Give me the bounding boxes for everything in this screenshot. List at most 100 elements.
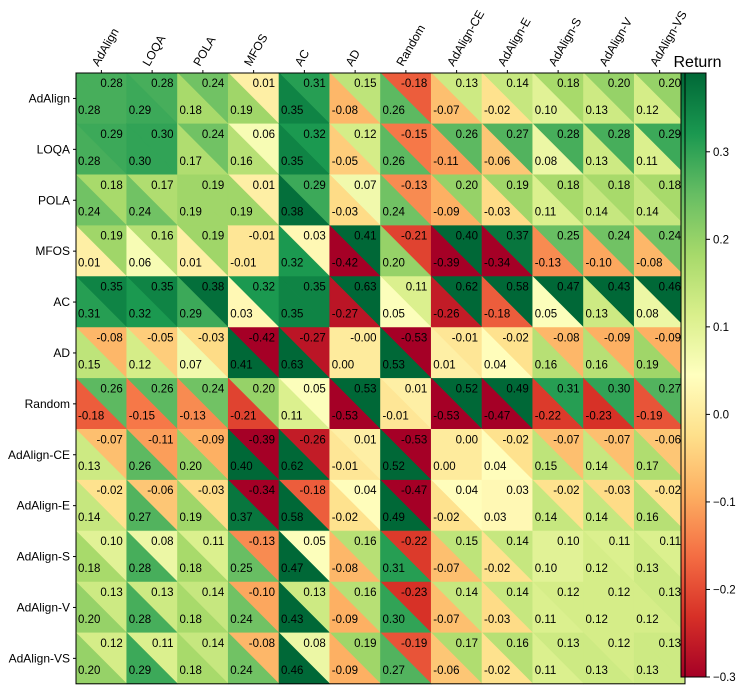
cell-lower-label-4-6: 0.05 — [383, 309, 405, 321]
cell-upper-label-4-5: 0.63 — [354, 282, 376, 294]
cell-lower-label-11-3: 0.24 — [230, 665, 253, 677]
cell-upper-label-3-3: -0.01 — [249, 231, 275, 243]
cell-lower-label-2-5: -0.03 — [332, 207, 358, 219]
heatmap-cells — [75, 72, 686, 685]
cell-lower-label-7-9: 0.15 — [535, 461, 557, 473]
cell-upper-label-7-3: -0.39 — [249, 434, 275, 446]
cell-lower-label-3-0: 0.01 — [78, 258, 100, 270]
cell-lower-label-1-4: 0.35 — [281, 156, 303, 168]
cell-upper-label-11-6: -0.19 — [401, 638, 427, 650]
cell-upper-label-6-5: 0.53 — [354, 383, 376, 395]
cell-lower-label-10-9: 0.11 — [535, 614, 557, 626]
cell-lower-label-9-1: 0.28 — [129, 563, 151, 575]
cell-lower-label-0-7: -0.07 — [433, 105, 459, 117]
cell-upper-label-2-0: 0.18 — [100, 180, 122, 192]
cell-upper-label-1-3: 0.06 — [253, 129, 275, 141]
cell-upper-label-9-1: 0.08 — [151, 536, 173, 548]
cell-upper-label-1-8: 0.27 — [506, 129, 528, 141]
cell-upper-label-10-11: 0.13 — [659, 587, 681, 599]
cell-lower-label-8-9: 0.14 — [535, 512, 558, 524]
cell-upper-label-1-9: 0.28 — [557, 129, 579, 141]
cell-lower-label-4-9: 0.05 — [535, 309, 557, 321]
cell-upper-label-4-8: 0.58 — [506, 282, 528, 294]
cell-lower-label-5-11: 0.19 — [636, 359, 658, 371]
cell-upper-label-1-5: 0.12 — [354, 129, 376, 141]
col-label-8: AdAlign-E — [495, 15, 534, 68]
cell-upper-label-6-3: 0.20 — [253, 383, 275, 395]
row-label-8: AdAlign-E — [17, 499, 70, 513]
cell-lower-label-6-6: -0.01 — [383, 410, 409, 422]
cell-lower-label-5-5: 0.00 — [332, 359, 354, 371]
cell-upper-label-6-10: 0.30 — [608, 383, 630, 395]
cell-lower-label-5-2: 0.07 — [180, 359, 202, 371]
cell-lower-label-3-6: 0.20 — [383, 258, 405, 270]
cell-lower-label-5-4: 0.63 — [281, 359, 303, 371]
cell-upper-label-1-11: 0.29 — [659, 129, 681, 141]
cell-upper-label-4-7: 0.62 — [456, 282, 478, 294]
cell-lower-label-3-5: -0.42 — [332, 258, 358, 270]
cell-lower-label-3-2: 0.01 — [180, 258, 202, 270]
cell-lower-label-7-1: 0.26 — [129, 461, 151, 473]
cell-lower-label-5-3: 0.41 — [230, 359, 252, 371]
cell-lower-label-0-2: 0.18 — [180, 105, 202, 117]
col-label-7: AdAlign-CE — [444, 8, 487, 69]
cell-upper-label-3-2: 0.19 — [202, 231, 224, 243]
cell-upper-label-0-3: 0.01 — [253, 78, 275, 90]
cell-lower-label-10-8: -0.03 — [484, 614, 510, 626]
cell-lower-label-2-3: 0.19 — [230, 207, 252, 219]
row-label-4: AC — [53, 295, 70, 309]
cell-upper-label-10-3: -0.10 — [249, 587, 275, 599]
cell-upper-label-0-6: -0.18 — [401, 78, 427, 90]
cell-upper-label-4-9: 0.47 — [557, 282, 579, 294]
cell-upper-label-6-7: 0.52 — [456, 383, 478, 395]
cell-upper-label-8-1: -0.06 — [147, 485, 173, 497]
cell-upper-label-4-1: 0.35 — [151, 282, 173, 294]
cell-lower-label-8-4: 0.58 — [281, 512, 303, 524]
cell-upper-label-7-7: 0.00 — [456, 434, 478, 446]
cell-lower-label-4-7: -0.26 — [433, 309, 459, 321]
col-label-2: POLA — [190, 34, 218, 69]
cell-lower-label-1-1: 0.30 — [129, 156, 151, 168]
cell-lower-label-8-10: 0.14 — [586, 512, 609, 524]
cell-upper-label-1-7: 0.26 — [456, 129, 478, 141]
col-label-3: MFOS — [241, 31, 270, 68]
cell-lower-label-0-9: 0.10 — [535, 105, 557, 117]
cell-lower-label-6-4: 0.11 — [281, 410, 303, 422]
cell-upper-label-9-0: 0.10 — [100, 536, 122, 548]
cell-lower-label-3-1: 0.06 — [129, 258, 151, 270]
cell-upper-label-11-11: 0.13 — [659, 638, 681, 650]
cell-upper-label-11-0: 0.12 — [100, 638, 122, 650]
colorbar-tick-label-1: 0.2 — [713, 234, 729, 246]
cell-lower-label-5-0: 0.15 — [78, 359, 100, 371]
cell-upper-label-11-7: 0.17 — [456, 638, 478, 650]
cell-lower-label-1-11: 0.11 — [636, 156, 658, 168]
cell-lower-label-0-1: 0.29 — [129, 105, 151, 117]
col-label-5: AD — [343, 47, 364, 69]
cell-upper-label-11-8: 0.16 — [506, 638, 528, 650]
cell-upper-label-9-2: 0.11 — [203, 536, 225, 548]
cell-upper-label-10-1: 0.13 — [151, 587, 173, 599]
cell-upper-label-5-1: -0.05 — [147, 333, 173, 345]
cell-upper-label-2-2: 0.19 — [202, 180, 224, 192]
cell-upper-label-0-5: 0.15 — [354, 78, 376, 90]
cell-lower-label-6-11: -0.19 — [636, 410, 662, 422]
row-label-2: POLA — [38, 193, 70, 207]
cell-upper-label-3-6: -0.21 — [401, 231, 427, 243]
cell-upper-label-7-10: -0.07 — [604, 434, 630, 446]
col-label-9: AdAlign-S — [546, 15, 585, 68]
cell-upper-label-11-9: 0.13 — [557, 638, 579, 650]
cell-upper-label-0-1: 0.28 — [151, 78, 173, 90]
cell-lower-label-0-8: -0.02 — [484, 105, 510, 117]
cell-lower-label-4-3: 0.03 — [230, 309, 252, 321]
cell-upper-label-0-0: 0.28 — [100, 78, 122, 90]
cell-lower-label-2-9: 0.11 — [535, 207, 557, 219]
cell-upper-label-2-10: 0.18 — [608, 180, 630, 192]
cell-upper-label-1-6: -0.15 — [401, 129, 427, 141]
cell-upper-label-5-4: -0.27 — [300, 333, 326, 345]
cell-lower-label-0-10: 0.13 — [586, 105, 608, 117]
cell-upper-label-7-6: -0.53 — [401, 434, 427, 446]
cell-upper-label-8-3: -0.34 — [249, 485, 276, 497]
cell-upper-label-10-0: 0.13 — [100, 587, 122, 599]
cell-lower-label-3-7: -0.39 — [433, 258, 459, 270]
cell-upper-label-8-10: -0.03 — [604, 485, 630, 497]
